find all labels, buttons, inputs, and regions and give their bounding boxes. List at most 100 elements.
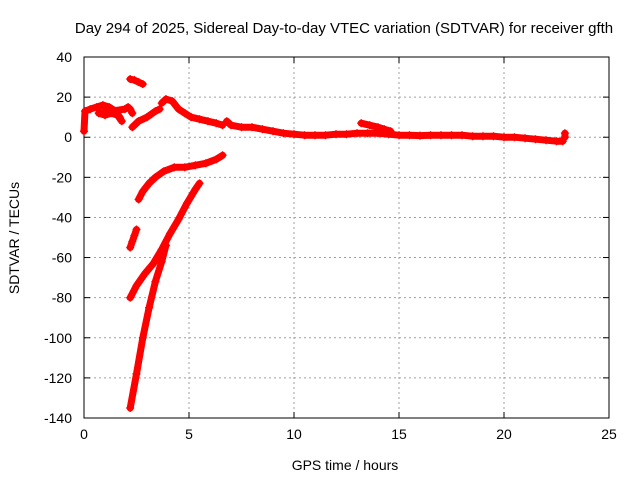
data-point	[174, 215, 183, 224]
y-tick-label: -100	[44, 330, 72, 346]
series-arc-main	[157, 95, 227, 130]
y-tick-label: -120	[44, 370, 72, 386]
data-points	[80, 75, 569, 412]
data-point	[437, 131, 445, 140]
data-point	[353, 129, 361, 138]
data-point	[101, 111, 109, 120]
data-point	[386, 127, 395, 136]
data-point	[166, 229, 175, 238]
data-point	[111, 107, 120, 116]
y-tick-label: -140	[44, 410, 72, 426]
data-point	[157, 99, 166, 108]
series-arc-early-cluster	[80, 101, 137, 136]
data-point	[86, 105, 95, 114]
y-tick-label: 20	[56, 89, 72, 105]
grid	[84, 57, 609, 418]
data-point	[195, 115, 204, 124]
series-trace	[126, 226, 140, 251]
data-point	[290, 130, 298, 139]
data-point	[521, 134, 529, 143]
x-tick-label: 5	[185, 426, 193, 442]
data-point	[279, 129, 288, 138]
x-axis-label: GPS time / hours	[292, 457, 399, 473]
data-point	[203, 117, 212, 126]
data-point	[107, 109, 116, 118]
x-tick-label: 0	[80, 426, 88, 442]
series-arc-deep	[126, 241, 170, 412]
data-point	[248, 123, 256, 132]
data-point	[191, 185, 200, 194]
data-point	[374, 123, 382, 132]
data-point	[560, 129, 569, 138]
series-trace	[126, 179, 203, 302]
data-point	[218, 151, 227, 160]
data-point	[510, 133, 519, 142]
data-point	[180, 109, 189, 118]
data-point	[105, 103, 114, 112]
data-point	[489, 132, 498, 141]
x-tick-label: 20	[496, 426, 512, 442]
data-point	[128, 237, 137, 246]
data-point	[458, 131, 466, 140]
data-point	[138, 187, 147, 196]
data-point	[426, 131, 435, 140]
data-point	[155, 105, 164, 114]
data-point	[269, 127, 277, 136]
x-tick-label: 25	[601, 426, 617, 442]
data-point	[180, 163, 189, 172]
data-point	[140, 269, 149, 278]
data-point	[132, 225, 141, 234]
chart-title: Day 294 of 2025, Sidereal Day-to-day VTE…	[75, 20, 613, 37]
data-point	[143, 113, 151, 122]
data-point	[222, 117, 231, 126]
data-point	[138, 80, 147, 89]
data-point	[500, 133, 508, 142]
data-point	[132, 369, 141, 378]
data-point	[531, 135, 540, 144]
data-point	[145, 303, 154, 312]
data-point	[191, 161, 200, 170]
data-point	[447, 131, 456, 140]
y-axis-label: SDTVAR / TECUs	[6, 182, 22, 294]
data-point	[416, 131, 424, 140]
series-arc-recovering	[134, 151, 227, 204]
data-point	[237, 123, 246, 132]
data-point	[151, 173, 160, 182]
plot-frame	[83, 56, 610, 419]
data-point	[138, 333, 147, 342]
data-point	[134, 117, 143, 126]
data-point	[380, 125, 389, 134]
data-point	[81, 107, 90, 116]
y-tick-label: -20	[52, 169, 72, 185]
axis-ticks: 0 5 10 15 20 25 -140 -120 -100 -80 -60 -40 -20 0 20 40	[44, 49, 617, 442]
data-point	[182, 199, 191, 208]
data-point	[126, 243, 135, 252]
data-point	[542, 136, 550, 145]
series-trace	[223, 117, 567, 145]
data-point	[395, 131, 403, 140]
series-arc-short-top	[126, 75, 147, 89]
data-point	[357, 119, 366, 128]
data-point	[342, 130, 351, 139]
data-point	[126, 293, 135, 302]
y-tick-label: -80	[52, 290, 72, 306]
data-point	[134, 78, 143, 87]
data-point	[151, 107, 160, 116]
data-point	[468, 132, 477, 141]
data-point	[126, 75, 135, 84]
series-arc-overlay	[357, 119, 395, 136]
data-point	[479, 132, 487, 141]
data-point	[365, 121, 374, 130]
data-point	[130, 231, 139, 240]
data-point	[132, 281, 141, 290]
data-point	[126, 105, 135, 114]
data-point	[405, 131, 414, 140]
data-point	[94, 109, 103, 118]
data-point	[98, 101, 107, 110]
y-tick-label: 40	[56, 49, 72, 65]
data-point	[201, 159, 210, 168]
data-point	[161, 241, 170, 250]
data-point	[311, 131, 319, 140]
data-point	[113, 111, 122, 120]
